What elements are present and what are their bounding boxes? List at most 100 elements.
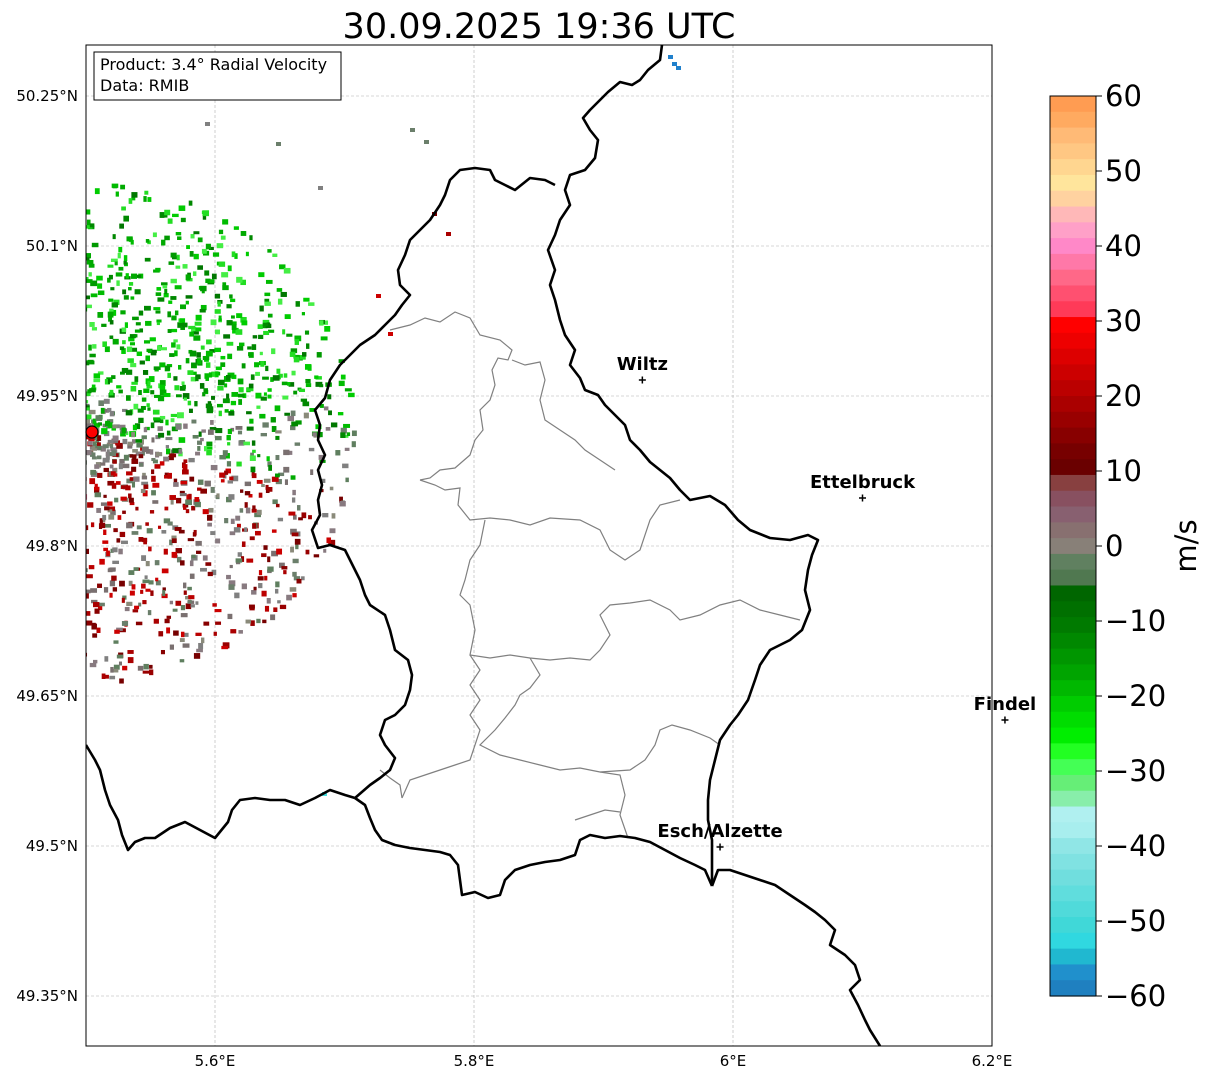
radar-echo (106, 378, 110, 384)
radar-echo (267, 566, 274, 572)
radar-echo (304, 330, 310, 335)
radar-echo (131, 192, 138, 198)
radar-echo (157, 395, 165, 402)
radar-echo (27, 357, 33, 360)
radar-echo (96, 627, 101, 633)
radar-echo (93, 436, 98, 441)
radar-echo (320, 336, 328, 341)
radar-echo (107, 264, 114, 268)
radar-echo (121, 348, 126, 354)
radar-echo (316, 352, 322, 358)
radar-echo (245, 619, 252, 624)
radar-echo (291, 497, 296, 503)
radar-echo (151, 490, 156, 496)
radar-echo (23, 642, 29, 646)
radar-echo (69, 406, 75, 410)
radar-echo (0, 437, 2, 443)
radar-echo (61, 376, 64, 380)
radar-echo (303, 297, 310, 302)
radar-echo (200, 567, 207, 572)
radar-echo (91, 242, 99, 248)
radar-echo (284, 314, 291, 320)
radar-echo (230, 427, 235, 432)
radar-echo (182, 393, 190, 399)
radar-echo (151, 437, 155, 443)
radar-echo (37, 303, 42, 308)
radar-echo (291, 370, 296, 376)
colorbar-band (1050, 490, 1096, 508)
radar-echo (23, 410, 26, 414)
radar-echo (113, 528, 118, 533)
radar-echo (67, 440, 73, 444)
radar-echo (109, 592, 113, 598)
radar-echo (214, 309, 221, 314)
radar-echo (37, 445, 43, 450)
radar-echo (241, 541, 246, 547)
radar-echo (298, 388, 306, 393)
radar-echo (209, 427, 217, 431)
radar-echo (205, 362, 211, 368)
radar-echo (219, 454, 226, 460)
radar-echo (90, 522, 95, 528)
radar-echo (278, 472, 285, 477)
radar-echo (231, 392, 239, 397)
radar-echo (124, 606, 130, 612)
radar-echo (47, 446, 50, 451)
radar-echo (110, 471, 116, 476)
radar-echo (18, 355, 22, 361)
radar-echo (185, 603, 192, 610)
radar-echo (277, 600, 281, 604)
radar-echo (41, 316, 45, 320)
radar-echo (21, 475, 28, 478)
radar-echo (86, 592, 89, 599)
radar-echo (128, 336, 135, 342)
radar-echo (120, 184, 126, 190)
radar-echo (67, 434, 74, 440)
radar-echo (89, 388, 96, 393)
radar-echo (75, 383, 78, 386)
radar-echo (64, 370, 70, 376)
radar-echo (59, 361, 63, 364)
radar-echo (171, 426, 178, 432)
radar-echo (2, 455, 7, 460)
city-label: Ettelbruck (810, 472, 916, 493)
radar-echo (251, 589, 257, 595)
radar-echo (232, 321, 237, 326)
radar-echo (0, 318, 1, 322)
radar-echo (111, 575, 117, 581)
radar-echo (210, 419, 214, 425)
info-box-frame (93, 51, 342, 101)
radar-echo (60, 428, 67, 433)
radar-echo (142, 670, 150, 674)
radar-echo (282, 329, 286, 335)
radar-echo (116, 442, 123, 449)
radar-echo (217, 301, 221, 307)
radar-echo (170, 413, 178, 418)
radar-echo (155, 310, 161, 314)
radar-echo (75, 430, 82, 435)
radar-echo (224, 383, 228, 388)
radar-echo (166, 627, 171, 634)
radar-echo (204, 358, 209, 362)
city-label: Findel (974, 694, 1037, 715)
radar-echo (202, 392, 206, 397)
radar-echo (78, 314, 83, 317)
radar-echo (291, 532, 299, 537)
radar-echo (294, 538, 301, 545)
radar-echo (218, 261, 226, 267)
radar-echo (205, 350, 213, 357)
radar-echo (76, 455, 79, 459)
radar-echo (77, 320, 84, 323)
radar-echo (275, 479, 282, 485)
radar-echo (0, 304, 2, 308)
radar-echo (46, 408, 52, 412)
colorbar-tick-label: 10 (1105, 454, 1142, 488)
radar-echo (103, 494, 107, 498)
radar-echo (46, 332, 52, 337)
radar-echo (0, 445, 3, 449)
radar-echo (28, 558, 33, 561)
radar-echo (44, 189, 49, 194)
radar-echo (310, 469, 314, 476)
radar-echo (187, 586, 192, 591)
radar-echo (177, 322, 184, 328)
